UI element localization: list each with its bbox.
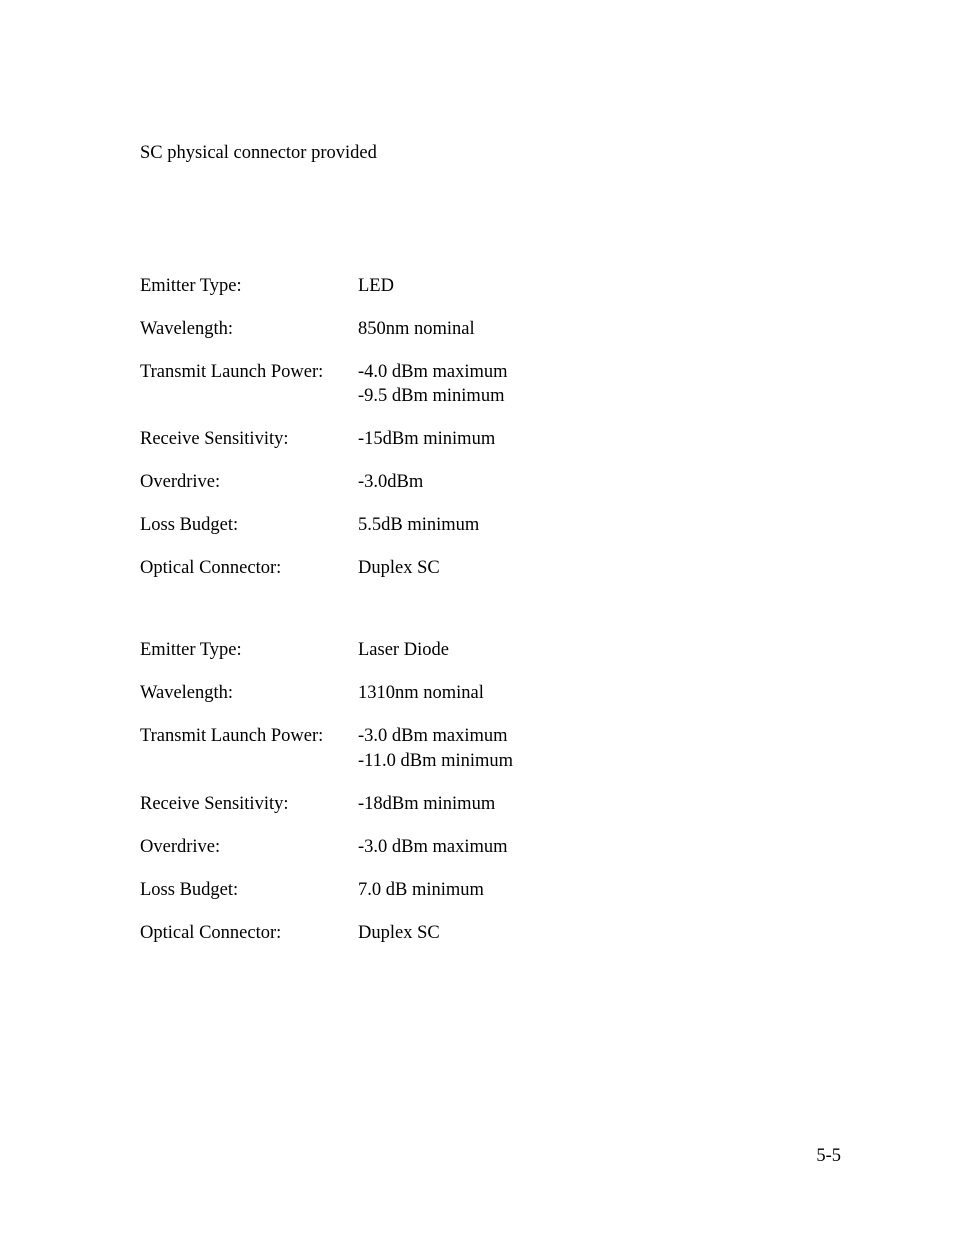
spec-value: -4.0 dBm maximum -9.5 dBm minimum	[358, 360, 840, 408]
spec-value-line: -3.0 dBm maximum	[358, 724, 840, 748]
spec-value: 7.0 dB minimum	[358, 878, 840, 902]
spec-label: Optical Connector:	[140, 921, 358, 945]
intro-text: SC physical connector provided	[140, 143, 840, 164]
spec-row: Transmit Launch Power: -4.0 dBm maximum …	[140, 360, 840, 408]
page-number: 5-5	[816, 1146, 841, 1167]
spec-label: Transmit Launch Power:	[140, 360, 358, 408]
spec-label: Transmit Launch Power:	[140, 724, 358, 772]
spec-value: 5.5dB minimum	[358, 513, 840, 537]
spec-label: Optical Connector:	[140, 556, 358, 580]
spec-value: -15dBm minimum	[358, 427, 840, 451]
spec-value-line: -9.5 dBm minimum	[358, 384, 840, 408]
spec-value: -3.0dBm	[358, 470, 840, 494]
spec-value: -3.0 dBm maximum	[358, 835, 840, 859]
spec-value: LED	[358, 274, 840, 298]
spec-label: Emitter Type:	[140, 274, 358, 298]
spec-label: Receive Sensitivity:	[140, 792, 358, 816]
spec-value: -3.0 dBm maximum -11.0 dBm minimum	[358, 724, 840, 772]
spec-row: Optical Connector: Duplex SC	[140, 921, 840, 945]
spec-row: Loss Budget: 5.5dB minimum	[140, 513, 840, 537]
spec-row: Optical Connector: Duplex SC	[140, 556, 840, 580]
spec-row: Overdrive: -3.0dBm	[140, 470, 840, 494]
spec-label: Receive Sensitivity:	[140, 427, 358, 451]
page-content: SC physical connector provided Emitter T…	[140, 143, 840, 1003]
spec-value: 1310nm nominal	[358, 681, 840, 705]
spec-label: Wavelength:	[140, 317, 358, 341]
spec-row: Receive Sensitivity: -15dBm minimum	[140, 427, 840, 451]
spec-row: Emitter Type: Laser Diode	[140, 638, 840, 662]
spec-row: Overdrive: -3.0 dBm maximum	[140, 835, 840, 859]
spec-row: Transmit Launch Power: -3.0 dBm maximum …	[140, 724, 840, 772]
spec-row: Receive Sensitivity: -18dBm minimum	[140, 792, 840, 816]
spec-section-1: Emitter Type: LED Wavelength: 850nm nomi…	[140, 274, 840, 580]
spec-value: 850nm nominal	[358, 317, 840, 341]
spec-value: Duplex SC	[358, 556, 840, 580]
spec-label: Wavelength:	[140, 681, 358, 705]
spec-value: Duplex SC	[358, 921, 840, 945]
spec-value: -18dBm minimum	[358, 792, 840, 816]
spec-label: Emitter Type:	[140, 638, 358, 662]
spec-label: Overdrive:	[140, 835, 358, 859]
spec-value-line: -4.0 dBm maximum	[358, 360, 840, 384]
spec-row: Loss Budget: 7.0 dB minimum	[140, 878, 840, 902]
spec-label: Loss Budget:	[140, 878, 358, 902]
spec-row: Emitter Type: LED	[140, 274, 840, 298]
spec-value-line: -11.0 dBm minimum	[358, 749, 840, 773]
spec-row: Wavelength: 850nm nominal	[140, 317, 840, 341]
spec-row: Wavelength: 1310nm nominal	[140, 681, 840, 705]
spec-label: Loss Budget:	[140, 513, 358, 537]
spec-value: Laser Diode	[358, 638, 840, 662]
spec-section-2: Emitter Type: Laser Diode Wavelength: 13…	[140, 638, 840, 944]
spec-label: Overdrive:	[140, 470, 358, 494]
